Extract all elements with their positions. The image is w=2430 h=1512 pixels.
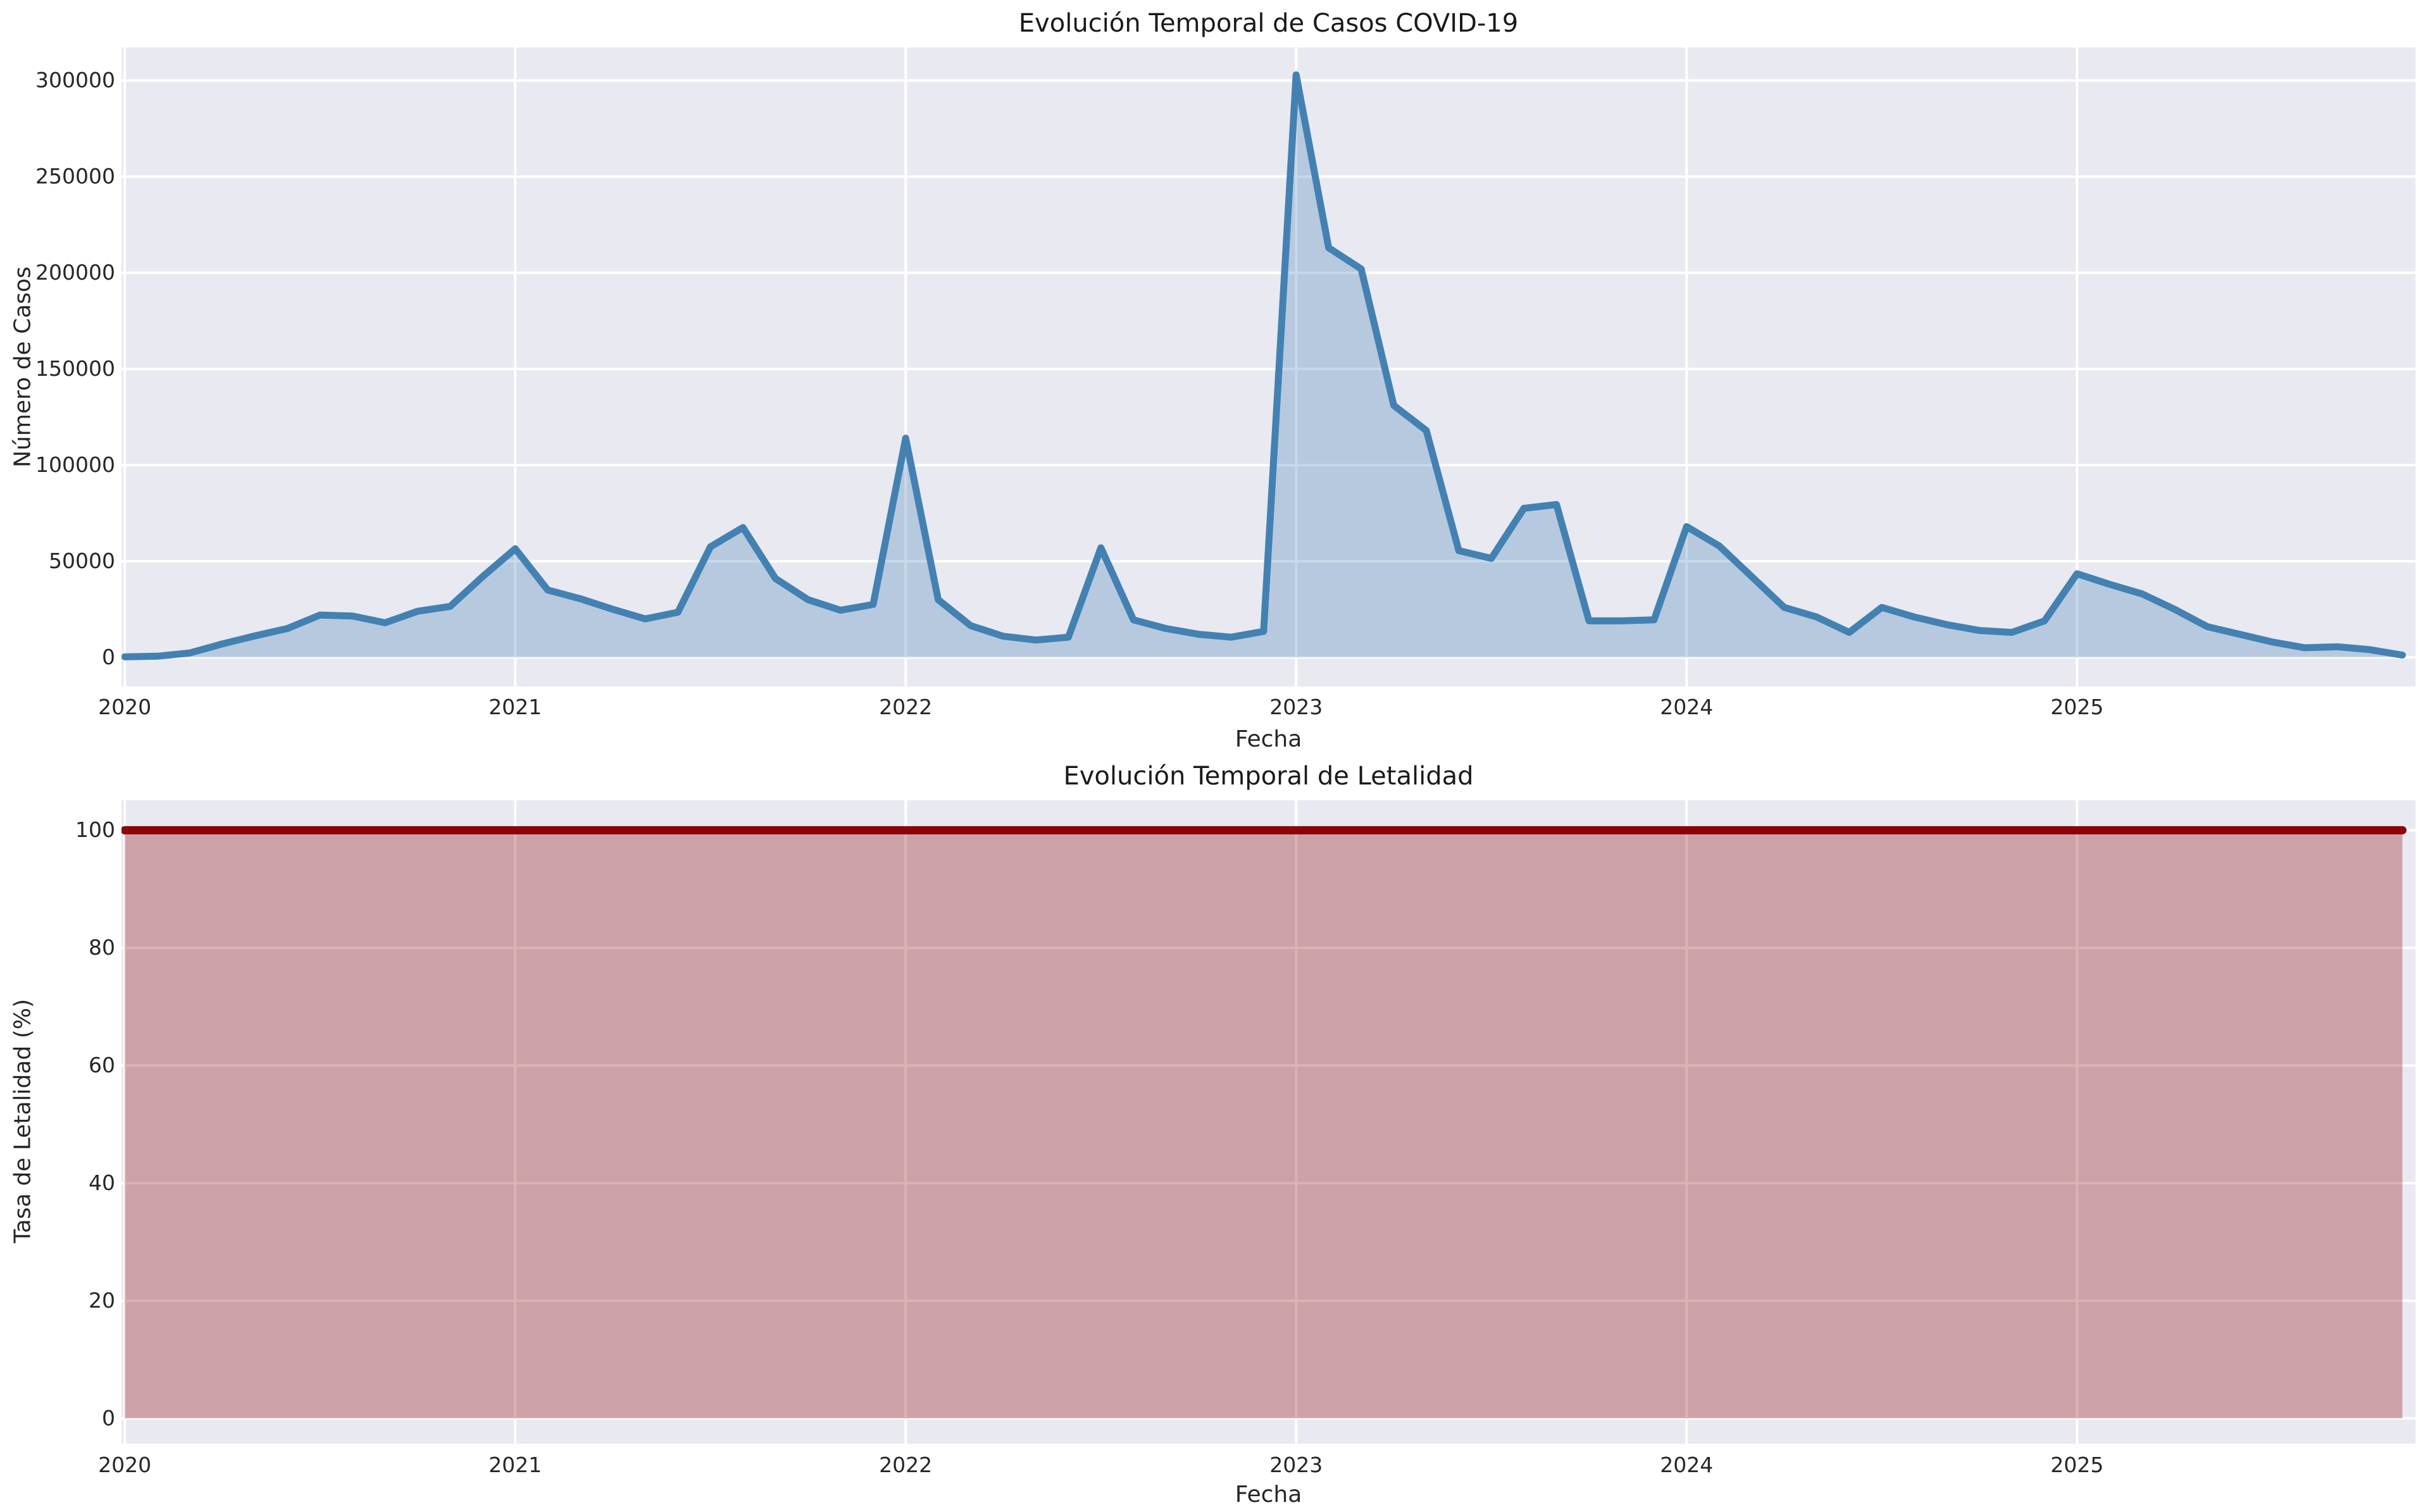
letalidad-x-tick-label: 2023 — [1269, 1453, 1323, 1477]
cases-chart-title: Evolución Temporal de Casos COVID-19 — [1018, 9, 1519, 38]
letalidad-x-tick-label: 2021 — [489, 1453, 542, 1477]
cases-area-fill — [125, 75, 2403, 658]
letalidad-y-tick-label: 0 — [102, 1406, 115, 1431]
letalidad-x-tick-label: 2025 — [2050, 1453, 2104, 1477]
cases-x-tick-label: 2024 — [1660, 695, 1714, 719]
cases-plot-area — [122, 47, 2415, 686]
cases-series-svg — [122, 47, 2415, 686]
cases-y-tick-label: 200000 — [35, 260, 115, 285]
cases-y-tick-label: 100000 — [35, 452, 115, 478]
letalidad-y-tick-label: 20 — [89, 1288, 115, 1313]
cases-x-tick-label: 2021 — [489, 695, 542, 719]
letalidad-y-tick-label: 80 — [89, 935, 115, 960]
cases-x-tick-label: 2020 — [98, 695, 152, 719]
letalidad-x-tick-label: 2024 — [1660, 1453, 1714, 1477]
letalidad-chart-title: Evolución Temporal de Letalidad — [1063, 762, 1474, 791]
letalidad-plot-area — [122, 800, 2415, 1444]
letalidad-x-axis-label: Fecha — [1235, 1482, 1302, 1508]
cases-y-tick-label: 300000 — [35, 68, 115, 93]
letalidad-y-tick-label: 60 — [89, 1053, 115, 1078]
letalidad-series-svg — [122, 800, 2415, 1444]
cases-y-tick-label: 50000 — [49, 548, 115, 574]
cases-y-tick-label: 250000 — [35, 164, 115, 189]
cases-x-tick-label: 2025 — [2050, 695, 2104, 719]
letalidad-x-tick-label: 2020 — [98, 1453, 152, 1477]
letalidad-x-tick-label: 2022 — [879, 1453, 933, 1477]
cases-x-tick-label: 2022 — [879, 695, 933, 719]
cases-series-line — [122, 71, 2406, 660]
cases-x-tick-label: 2023 — [1269, 695, 1323, 719]
letalidad-y-axis-label: Tasa de Letalidad (%) — [9, 998, 36, 1244]
cases-y-tick-label: 150000 — [35, 356, 115, 381]
cases-y-tick-label: 0 — [102, 645, 115, 670]
letalidad-y-tick-label: 100 — [75, 817, 115, 843]
cases-x-axis-label: Fecha — [1235, 726, 1302, 752]
letalidad-area-fill — [125, 830, 2403, 1418]
letalidad-y-tick-label: 40 — [89, 1170, 115, 1196]
